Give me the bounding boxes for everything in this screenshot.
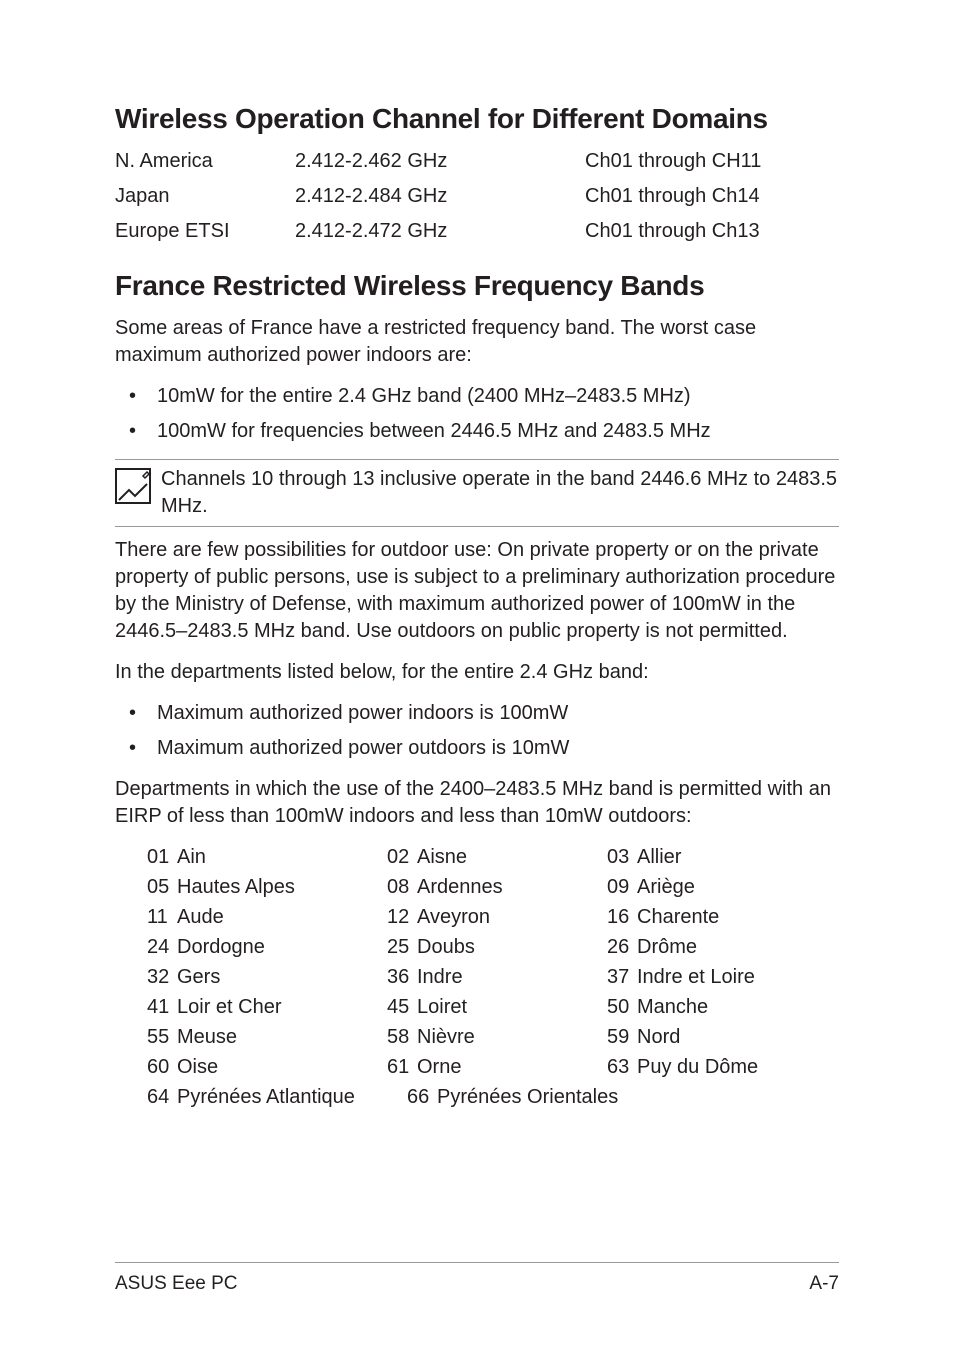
heading-wireless-channels: Wireless Operation Channel for Different…: [115, 100, 839, 138]
dept-name: Pyrénées Orientales: [437, 1084, 618, 1111]
body-paragraph: Departments in which the use of the 2400…: [115, 776, 839, 830]
dept-num: 03: [607, 844, 637, 871]
dept-name: Manche: [637, 994, 708, 1021]
dept-num: 41: [147, 994, 177, 1021]
table-row: 64Pyrénées Atlantique 66Pyrénées Orienta…: [147, 1084, 829, 1111]
dept-num: 02: [387, 844, 417, 871]
body-paragraph: There are few possibilities for outdoor …: [115, 537, 839, 645]
list-item: 10mW for the entire 2.4 GHz band (2400 M…: [115, 383, 839, 410]
table-row: 24Dordogne 25Doubs 26Drôme: [147, 934, 829, 961]
dept-name: Charente: [637, 904, 719, 931]
dept-name: Aveyron: [417, 904, 490, 931]
dept-num: 61: [387, 1054, 417, 1081]
note-icon: [115, 468, 151, 504]
region-cell: Europe ETSI: [115, 218, 295, 245]
table-row: 01Ain 02Aisne 03Allier: [147, 844, 829, 871]
dept-num: 26: [607, 934, 637, 961]
dept-name: Ain: [177, 844, 206, 871]
departments-table: 01Ain 02Aisne 03Allier 05Hautes Alpes 08…: [115, 844, 839, 1111]
dept-num: 55: [147, 1024, 177, 1051]
table-row: Japan 2.412-2.484 GHz Ch01 through Ch14: [115, 183, 839, 210]
dept-num: 16: [607, 904, 637, 931]
bullet-list: Maximum authorized power indoors is 100m…: [115, 700, 839, 762]
dept-name: Ardennes: [417, 874, 503, 901]
bullet-list: 10mW for the entire 2.4 GHz band (2400 M…: [115, 383, 839, 445]
dept-num: 32: [147, 964, 177, 991]
freq-cell: 2.412-2.472 GHz: [295, 218, 585, 245]
dept-num: 25: [387, 934, 417, 961]
dept-name: Orne: [417, 1054, 461, 1081]
intro-paragraph: Some areas of France have a restricted f…: [115, 315, 839, 369]
region-cell: N. America: [115, 148, 295, 175]
dept-num: 08: [387, 874, 417, 901]
dept-num: 58: [387, 1024, 417, 1051]
dept-name: Aisne: [417, 844, 467, 871]
table-row: 60Oise 61Orne 63Puy du Dôme: [147, 1054, 829, 1081]
freq-cell: 2.412-2.484 GHz: [295, 183, 585, 210]
dept-num: 50: [607, 994, 637, 1021]
page-footer: ASUS Eee PC A-7: [115, 1262, 839, 1297]
dept-name: Ariège: [637, 874, 695, 901]
dept-name: Pyrénées Atlantique: [177, 1084, 355, 1111]
list-item: Maximum authorized power outdoors is 10m…: [115, 735, 839, 762]
list-item: Maximum authorized power indoors is 100m…: [115, 700, 839, 727]
dept-name: Puy du Dôme: [637, 1054, 758, 1081]
note-text: Channels 10 through 13 inclusive operate…: [161, 466, 839, 520]
dept-name: Indre: [417, 964, 463, 991]
heading-france-bands: France Restricted Wireless Frequency Ban…: [115, 267, 839, 305]
table-row: 55Meuse 58Nièvre 59Nord: [147, 1024, 829, 1051]
region-cell: Japan: [115, 183, 295, 210]
dept-num: 66: [407, 1084, 437, 1111]
dept-num: 24: [147, 934, 177, 961]
dept-name: Loir et Cher: [177, 994, 282, 1021]
dept-num: 12: [387, 904, 417, 931]
ch-cell: Ch01 through Ch13: [585, 218, 839, 245]
dept-num: 01: [147, 844, 177, 871]
ch-cell: Ch01 through Ch14: [585, 183, 839, 210]
dept-name: Allier: [637, 844, 681, 871]
dept-name: Aude: [177, 904, 224, 931]
table-row: 05Hautes Alpes 08Ardennes 09Ariège: [147, 874, 829, 901]
dept-num: 36: [387, 964, 417, 991]
footer-left: ASUS Eee PC: [115, 1271, 238, 1297]
dept-name: Drôme: [637, 934, 697, 961]
dept-num: 37: [607, 964, 637, 991]
dept-name: Meuse: [177, 1024, 237, 1051]
freq-cell: 2.412-2.462 GHz: [295, 148, 585, 175]
table-row: Europe ETSI 2.412-2.472 GHz Ch01 through…: [115, 218, 839, 245]
dept-num: 59: [607, 1024, 637, 1051]
ch-cell: Ch01 through CH11: [585, 148, 839, 175]
dept-name: Hautes Alpes: [177, 874, 295, 901]
dept-name: Indre et Loire: [637, 964, 755, 991]
dept-name: Oise: [177, 1054, 218, 1081]
channel-table: N. America 2.412-2.462 GHz Ch01 through …: [115, 148, 839, 245]
dept-num: 60: [147, 1054, 177, 1081]
table-row: 11Aude 12Aveyron 16Charente: [147, 904, 829, 931]
dept-num: 64: [147, 1084, 177, 1111]
dept-num: 11: [147, 904, 177, 931]
dept-name: Dordogne: [177, 934, 265, 961]
dept-name: Gers: [177, 964, 220, 991]
table-row: 41Loir et Cher 45Loiret 50Manche: [147, 994, 829, 1021]
list-item: 100mW for frequencies between 2446.5 MHz…: [115, 418, 839, 445]
table-row: 32Gers 36Indre 37Indre et Loire: [147, 964, 829, 991]
dept-name: Nord: [637, 1024, 680, 1051]
dept-num: 05: [147, 874, 177, 901]
table-row: N. America 2.412-2.462 GHz Ch01 through …: [115, 148, 839, 175]
dept-name: Nièvre: [417, 1024, 475, 1051]
note-box: Channels 10 through 13 inclusive operate…: [115, 459, 839, 527]
body-paragraph: In the departments listed below, for the…: [115, 659, 839, 686]
dept-num: 09: [607, 874, 637, 901]
dept-num: 63: [607, 1054, 637, 1081]
dept-name: Doubs: [417, 934, 475, 961]
dept-num: 45: [387, 994, 417, 1021]
footer-right: A-7: [809, 1271, 839, 1297]
dept-name: Loiret: [417, 994, 467, 1021]
